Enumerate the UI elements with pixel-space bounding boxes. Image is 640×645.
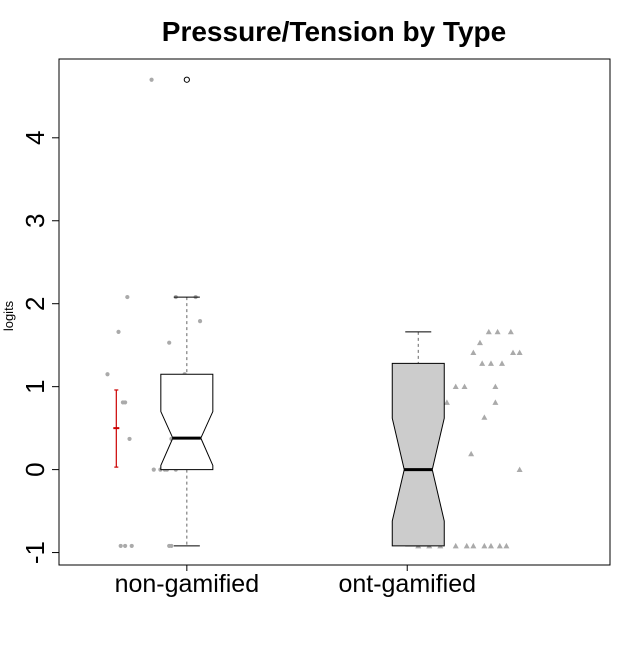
data-point xyxy=(127,436,132,442)
data-point xyxy=(481,542,488,549)
y-tick-label: 2 xyxy=(20,296,50,310)
data-point xyxy=(510,349,517,356)
data-point xyxy=(452,383,459,390)
data-point xyxy=(470,349,477,356)
data-point xyxy=(169,543,174,549)
data-point xyxy=(105,372,110,377)
data-point xyxy=(516,349,523,356)
data-point xyxy=(452,542,459,549)
data-point xyxy=(167,340,172,345)
data-point xyxy=(516,466,523,473)
y-tick-label: 4 xyxy=(20,131,50,145)
data-point xyxy=(496,542,503,549)
data-point xyxy=(468,450,475,457)
y-tick-label: 1 xyxy=(20,379,50,393)
data-point xyxy=(503,542,510,549)
boxes xyxy=(160,76,445,547)
data-point xyxy=(116,329,121,335)
data-point xyxy=(487,542,494,549)
data-point xyxy=(476,339,483,346)
data-point xyxy=(507,328,514,335)
chart-title: Pressure/Tension by Type xyxy=(162,16,506,47)
x-tick-label: non-gamified xyxy=(115,570,260,598)
data-point xyxy=(123,400,128,405)
y-tick-label: 3 xyxy=(20,214,50,228)
data-point xyxy=(481,414,488,420)
y-tick-label: -1 xyxy=(20,541,50,564)
data-point xyxy=(492,383,499,390)
data-point xyxy=(470,542,477,549)
data-point xyxy=(461,383,468,390)
data-point xyxy=(125,294,130,300)
data-point xyxy=(443,399,450,405)
data-point xyxy=(118,543,123,549)
data-point xyxy=(149,77,154,82)
data-point xyxy=(197,319,203,324)
data-point xyxy=(499,360,506,366)
x-tick-label: ont-gamified xyxy=(338,570,476,598)
data-point xyxy=(494,328,501,335)
outlier-point xyxy=(183,76,190,83)
data-point xyxy=(487,360,494,366)
box-body xyxy=(391,362,445,547)
data-point xyxy=(123,543,128,549)
data-point xyxy=(129,543,134,549)
x-axis: non-gamified ont-gamified xyxy=(115,565,476,598)
box-body xyxy=(160,373,214,471)
y-axis-label: logits xyxy=(1,300,16,331)
data-point xyxy=(492,399,499,405)
y-axis: -1 0 1 2 3 4 xyxy=(20,131,60,564)
data-point xyxy=(463,542,470,549)
data-point xyxy=(485,328,492,335)
y-tick-label: 0 xyxy=(20,462,50,476)
data-point xyxy=(479,360,486,366)
data-point xyxy=(151,467,156,472)
